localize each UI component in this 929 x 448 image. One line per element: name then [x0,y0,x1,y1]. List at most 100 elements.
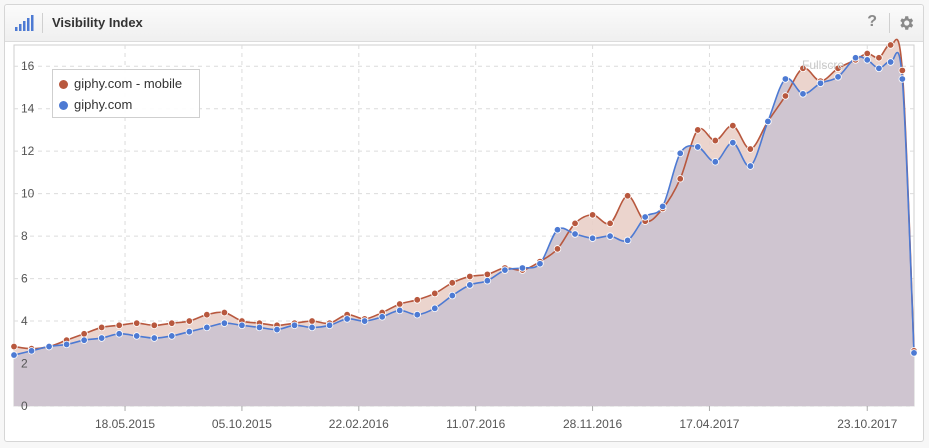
y-tick-label: 2 [21,357,28,371]
legend-label-desktop: giphy.com [74,97,133,112]
panel-header: Visibility Index ? [5,5,923,42]
gear-icon[interactable] [897,14,915,32]
legend-item-desktop[interactable]: giphy.com [59,97,132,112]
point-desktop [711,158,719,166]
point-desktop [746,162,755,170]
point-desktop [290,321,299,330]
point-desktop [606,232,614,240]
y-tick-label: 6 [21,272,28,286]
y-tick-label: 10 [21,187,35,201]
point-desktop [238,321,246,330]
point-mobile [834,64,842,73]
point-desktop [910,349,918,357]
point-desktop [501,266,509,274]
point-desktop [308,323,316,332]
point-mobile [115,321,123,330]
point-mobile [711,136,719,145]
point-desktop [168,332,176,340]
point-desktop [185,327,194,336]
legend-dot-desktop [59,101,68,110]
point-desktop [781,75,790,83]
fullscreen-watermark[interactable]: Fullscre [802,58,845,72]
point-mobile [396,300,404,308]
legend-item-mobile[interactable]: giphy.com - mobile [59,76,182,91]
point-mobile [10,342,18,351]
point-desktop [27,347,36,355]
point-mobile [863,49,871,58]
point-mobile [694,126,702,134]
point-desktop [764,117,772,126]
x-tick-label: 28.11.2016 [563,417,622,431]
point-desktop [623,236,632,245]
chart-legend: giphy.com - mobile giphy.com [52,69,200,118]
point-mobile [553,245,562,253]
x-tick-label: 05.10.2015 [212,417,272,431]
point-desktop [62,340,71,349]
point-mobile [431,289,439,298]
point-desktop [851,54,860,62]
point-desktop [133,332,141,340]
x-tick-label: 18.05.2015 [95,417,155,431]
point-desktop [518,264,527,272]
point-desktop [150,334,158,342]
legend-dot-mobile [59,80,68,89]
point-desktop [483,277,492,285]
point-mobile [150,321,158,330]
y-tick-label: 16 [21,59,35,73]
point-desktop [536,260,544,268]
help-icon[interactable]: ? [867,13,877,30]
point-desktop [898,75,907,83]
point-mobile [799,64,807,73]
point-mobile [413,296,421,304]
x-tick-label: 22.02.2016 [329,417,389,431]
point-mobile [746,145,755,153]
y-axis-ticks: 0 2 4 6 8 10 12 14 16 [21,59,35,413]
point-mobile [606,219,614,228]
legend-label-mobile: giphy.com - mobile [74,76,183,91]
point-mobile [571,219,579,228]
point-desktop [396,306,404,315]
point-desktop [45,342,53,351]
point-desktop [834,73,842,81]
x-tick-label: 11.07.2016 [446,417,505,431]
y-tick-label: 8 [21,229,28,243]
point-desktop [431,304,439,313]
point-desktop [571,230,579,238]
point-desktop [729,138,737,147]
point-mobile [676,175,684,183]
point-mobile [875,54,883,62]
point-mobile [483,270,492,279]
area-desktop [14,52,914,406]
point-mobile [185,317,194,325]
point-desktop [875,64,883,73]
point-desktop [553,226,562,234]
point-mobile [781,92,790,100]
point-mobile [203,310,211,319]
point-desktop [115,330,123,338]
panel-title: Visibility Index [52,15,143,30]
x-axis-ticks: 18.05.2015 05.10.2015 22.02.2016 11.07.2016… [95,417,898,431]
point-mobile [133,319,141,327]
point-desktop [659,202,667,211]
point-desktop [255,323,264,332]
y-tick-label: 14 [21,102,35,116]
signal-bars-icon [15,15,34,31]
y-tick-label: 0 [21,399,28,413]
point-desktop [80,336,88,344]
point-desktop [676,149,684,157]
x-tick-label: 23.10.2017 [837,417,897,431]
point-desktop [448,291,457,300]
point-mobile [898,66,907,75]
point-mobile [466,272,474,281]
point-desktop [325,321,334,330]
point-mobile [80,330,88,338]
point-desktop [641,213,649,221]
point-desktop [343,315,351,323]
point-desktop [10,351,18,359]
chart-points [10,41,918,359]
point-desktop [413,310,421,319]
point-desktop [799,90,807,98]
point-mobile [886,41,895,49]
point-desktop [378,313,386,321]
